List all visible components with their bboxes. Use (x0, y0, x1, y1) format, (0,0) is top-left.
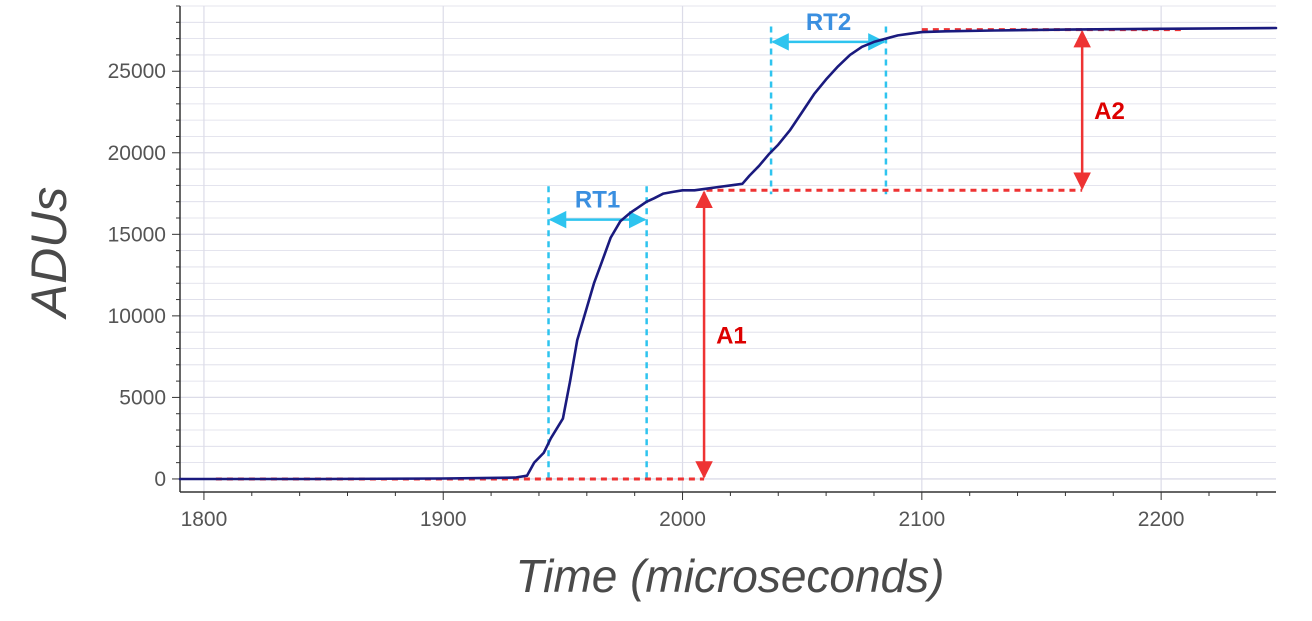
grid (180, 5, 1276, 492)
rise-time-label: RT2 (806, 9, 851, 36)
y-tick-label: 0 (154, 468, 166, 491)
series (178, 26, 1278, 481)
amplitude-label: A1 (716, 323, 747, 350)
x-tick-label: 2000 (659, 508, 706, 531)
y-axis-title: ADUs (21, 187, 77, 321)
x-tick-label: 2200 (1138, 508, 1185, 531)
x-axis-title: Time (microseconds) (515, 550, 944, 602)
x-tick-label: 1800 (181, 508, 228, 531)
annotation-labels: RT1 RT2 A1 A2 (575, 9, 1125, 350)
y-tick-label: 15000 (108, 223, 166, 246)
tick-labels: 0 5000 10000 15000 20000 25000 1800 1900 2000 210… (108, 60, 1185, 531)
rise-time-label: RT1 (575, 187, 620, 214)
x-tick-label: 1900 (420, 508, 467, 531)
axes (172, 5, 1276, 500)
y-tick-label: 10000 (108, 305, 166, 328)
y-tick-label: 5000 (119, 386, 166, 409)
signal-line (178, 26, 1278, 481)
x-tick-label: 2100 (898, 508, 945, 531)
y-tick-label: 20000 (108, 142, 166, 165)
amplitude-label: A2 (1094, 98, 1125, 125)
annotation-lines (215, 26, 1186, 483)
y-tick-label: 25000 (108, 60, 166, 83)
